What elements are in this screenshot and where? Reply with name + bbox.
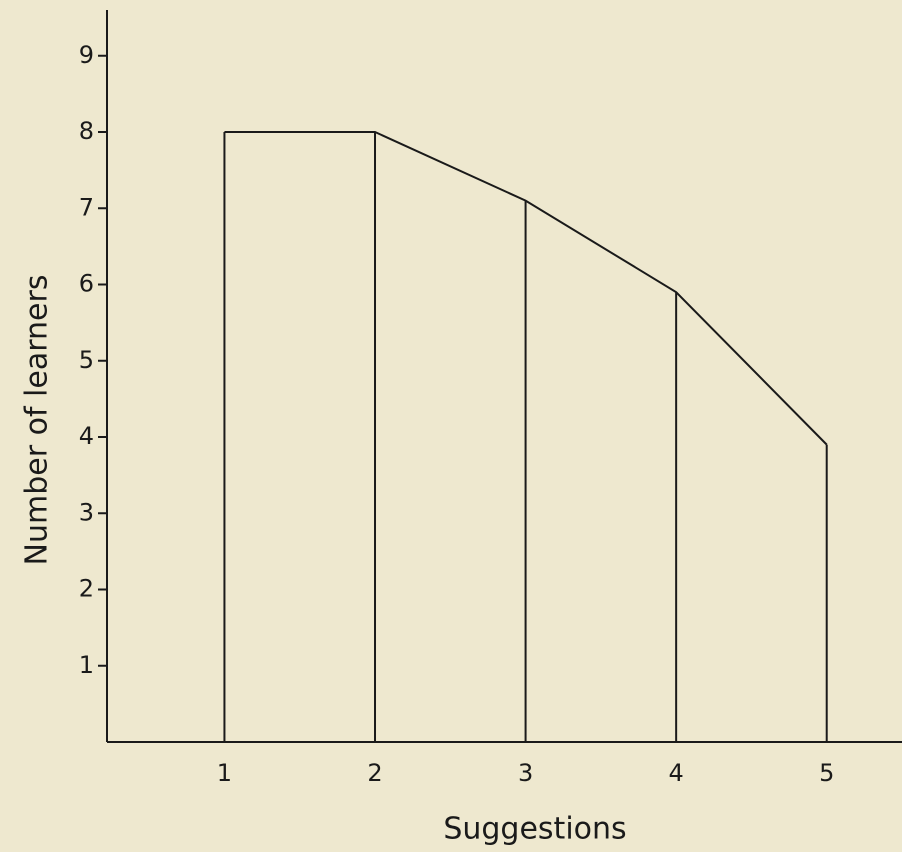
x-tick-label: 5	[819, 759, 834, 787]
x-tick-label: 1	[217, 759, 232, 787]
y-tick-label: 2	[79, 575, 94, 603]
y-tick-label: 6	[79, 270, 94, 298]
y-tick-label: 9	[79, 41, 94, 69]
y-tick-label: 3	[79, 498, 94, 526]
y-tick-label: 1	[79, 651, 94, 679]
x-axis-title: Suggestions	[443, 812, 626, 847]
y-tick-label: 8	[79, 117, 94, 145]
y-tick-label: 4	[79, 422, 94, 450]
y-tick-label: 5	[79, 346, 94, 374]
x-tick-label: 2	[367, 759, 382, 787]
y-axis-title: Number of learners	[20, 275, 55, 566]
x-tick-label: 4	[669, 759, 684, 787]
y-tick-label: 7	[79, 193, 94, 221]
x-tick-label: 3	[518, 759, 533, 787]
data-line	[224, 131, 828, 446]
